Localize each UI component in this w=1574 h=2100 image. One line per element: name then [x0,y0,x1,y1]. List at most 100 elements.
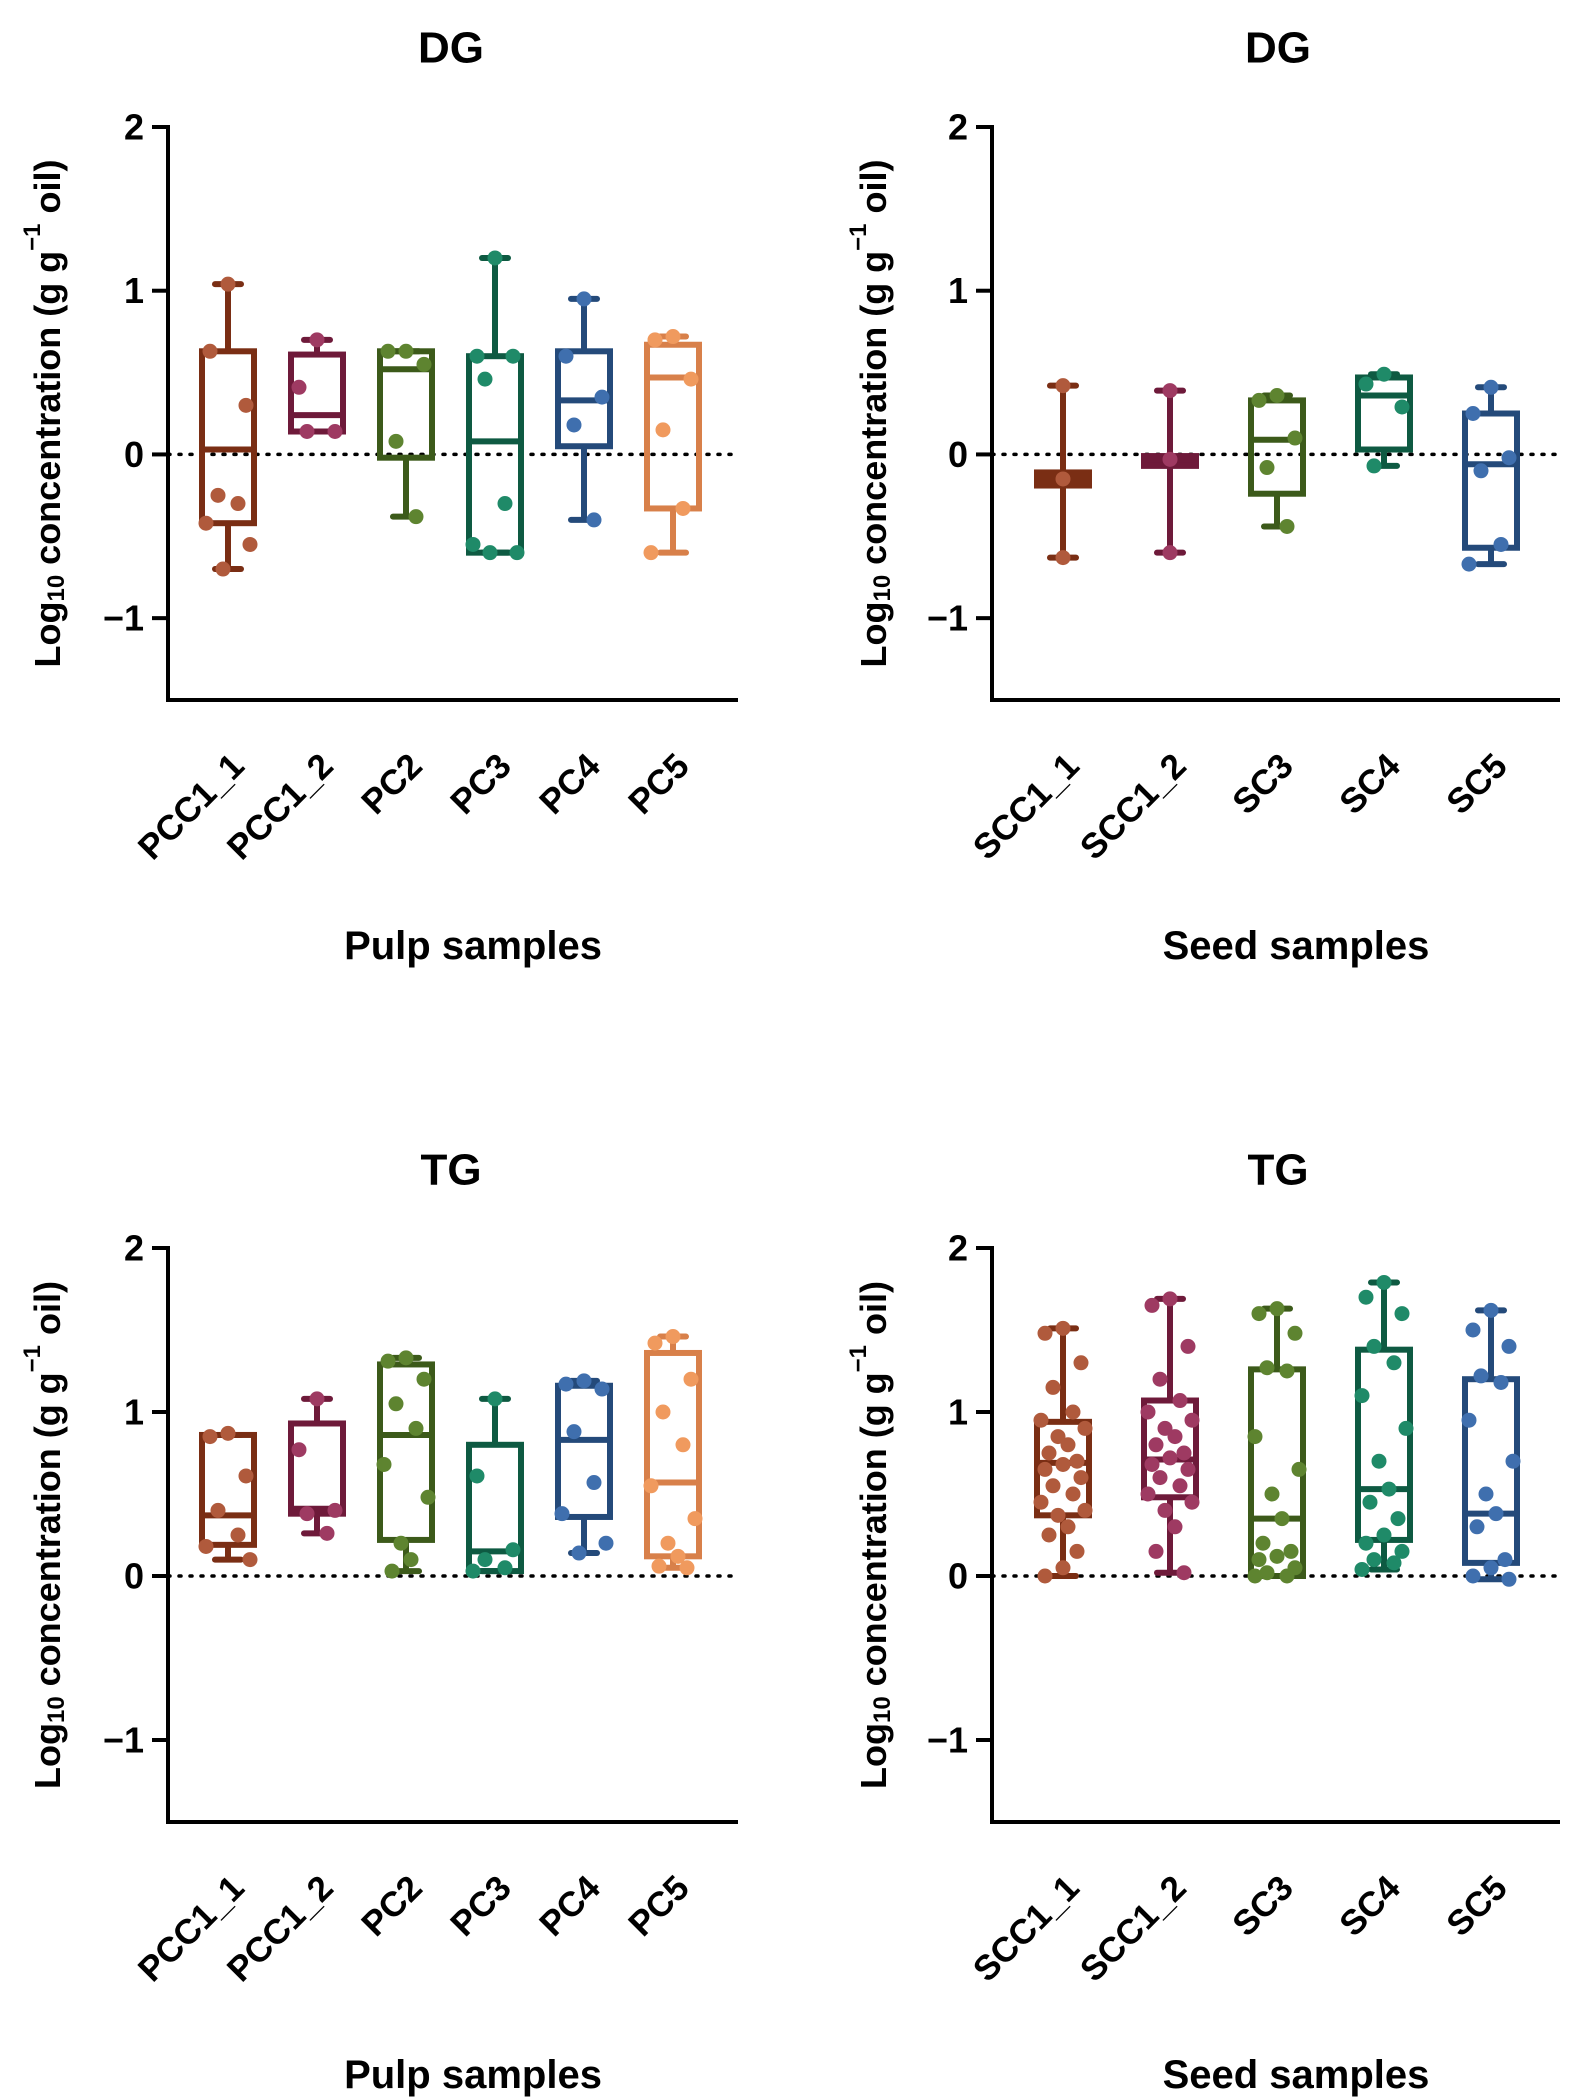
box-body [1141,1397,1199,1501]
data-point [1077,1502,1093,1518]
y-tick-label: 1 [124,270,144,311]
data-point [1157,1502,1173,1518]
data-point [1251,1552,1267,1568]
y-axis-label-mid: concentration (g g [853,251,894,575]
category-label: SC5 [1439,746,1515,822]
data-point [1162,1291,1178,1307]
box-pc3 [465,1391,524,1579]
data-point [1366,458,1382,474]
y-axis-label-prefix: Log [27,1723,68,1789]
data-point [675,500,691,516]
data-point [1037,1325,1053,1341]
data-point [210,1502,226,1518]
data-point [1041,1445,1057,1461]
category-label: PC5 [621,746,697,822]
data-point [1501,1338,1517,1354]
data-point [1073,1355,1089,1371]
box-pc5 [643,329,702,561]
y-axis-label-sub: 10 [43,1696,70,1723]
data-point [1358,376,1374,392]
data-point [327,1502,343,1518]
data-point [1366,1552,1382,1568]
data-point [1501,1571,1517,1587]
y-tick-label: −1 [103,598,144,639]
data-point [393,1535,409,1551]
data-point [1354,1561,1370,1577]
x-axis-label: Seed samples [1163,2053,1430,2097]
data-point [1394,1543,1410,1559]
data-point [1483,1302,1499,1318]
category-label: PC4 [532,746,608,822]
data-point [1259,460,1275,476]
data-point [1162,545,1178,561]
data-point [1167,1429,1183,1445]
data-point [1050,1429,1066,1445]
data-point [1033,1412,1049,1428]
category-label: SCC1_2 [1073,746,1194,867]
box-sc5 [1461,1302,1521,1587]
category-label: SCC1_2 [1073,1868,1194,1989]
data-point [1152,1470,1168,1486]
data-point [220,276,236,292]
data-point [1259,1360,1275,1376]
data-point [380,1353,396,1369]
data-point [675,1437,691,1453]
category-label: SC4 [1332,746,1408,822]
data-point [309,332,325,348]
data-point [655,1404,671,1420]
data-point [1483,1560,1499,1576]
data-point [1473,1368,1489,1384]
box-body [199,348,257,527]
data-point [1247,1568,1263,1584]
y-tick-label: 2 [948,107,968,148]
data-point [643,1478,659,1494]
y-axis-label-sup: −1 [845,223,872,250]
data-point [1167,1519,1183,1535]
box-pc5 [643,1329,703,1576]
y-tick-label: −1 [927,1720,968,1761]
data-point [1291,1461,1307,1477]
data-point [408,509,424,525]
data-point [1045,1478,1061,1494]
box-pc2 [376,1350,436,1579]
category-label: PC2 [354,1868,430,1944]
y-tick-label: −1 [103,1720,144,1761]
data-point [1461,1412,1477,1428]
data-point [1247,1429,1263,1445]
category-label: SCC1_1 [966,1868,1087,1989]
y-axis-label-suffix: oil) [853,159,894,223]
data-point [1269,1301,1285,1317]
data-point [380,343,396,359]
y-tick-label: 0 [948,434,968,475]
data-point [1505,1453,1521,1469]
data-point [509,545,525,561]
data-point [1050,1507,1066,1523]
data-point [1148,1437,1164,1453]
data-point [1140,1404,1156,1420]
data-point [1483,379,1499,395]
data-point [1069,1543,1085,1559]
data-point [1386,1355,1402,1371]
data-point [1371,1453,1387,1469]
category-label: PC2 [354,746,430,822]
y-axis-label-sup: −1 [19,223,46,250]
y-axis-label-suffix: oil) [27,1281,68,1345]
data-point [477,1552,493,1568]
data-point [1055,1560,1071,1576]
data-point [1279,1568,1295,1584]
data-point [1279,1363,1295,1379]
box-body [466,1441,524,1575]
data-point [586,512,602,528]
data-point [482,545,498,561]
data-point [1488,1506,1504,1522]
data-point [1140,1486,1156,1502]
data-point [1469,1519,1485,1535]
data-point [477,371,493,387]
data-point [465,1563,481,1579]
category-label: PC3 [443,1868,519,1944]
box-body [199,1431,257,1548]
box-body [644,341,702,512]
chart-title: TG [420,1146,481,1195]
data-point [299,1506,315,1522]
